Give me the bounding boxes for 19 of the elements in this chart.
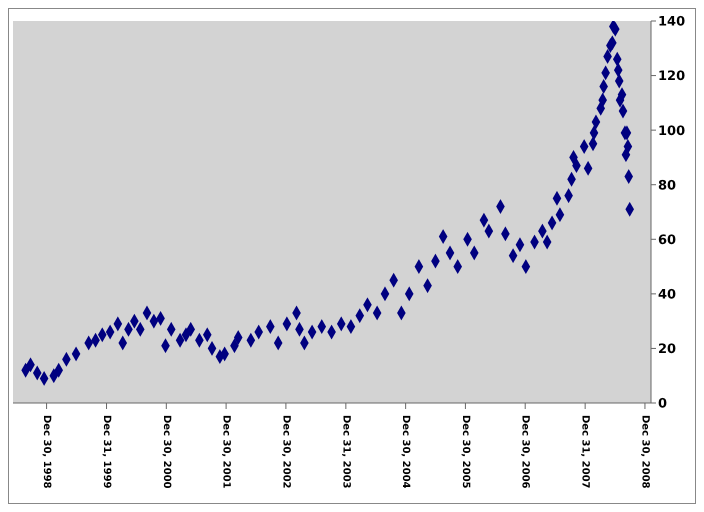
x-tick-label: Dec 30, 2006 [520, 415, 531, 489]
y-tick-label: 80 [658, 178, 676, 194]
x-tick-label: Dec 30, 2005 [460, 415, 471, 489]
x-tick-label: Dec 30, 2000 [160, 415, 172, 489]
x-tick-label: Dec 30, 2004 [400, 415, 412, 489]
x-tick-label: Dec 30, 1998 [41, 415, 52, 489]
y-tick-label: 120 [658, 69, 686, 84]
x-tick-label: Dec 30, 2008 [639, 415, 650, 489]
y-tick-label: 20 [658, 342, 676, 358]
y-tick-label: 0 [658, 396, 668, 412]
x-tick-label: Dec 30, 2001 [220, 415, 232, 489]
x-tick-label: Dec 31, 2003 [340, 415, 352, 489]
y-tick-label: 40 [658, 287, 676, 302]
x-tick-label: Dec 30, 2002 [280, 415, 292, 489]
y-tick-label: 60 [658, 232, 676, 248]
x-tick-label: Dec 31, 1999 [101, 415, 112, 489]
y-tick-label: 140 [658, 14, 686, 30]
y-tick-label: 100 [658, 124, 686, 139]
x-tick-label: Dec 31, 2007 [580, 415, 591, 489]
